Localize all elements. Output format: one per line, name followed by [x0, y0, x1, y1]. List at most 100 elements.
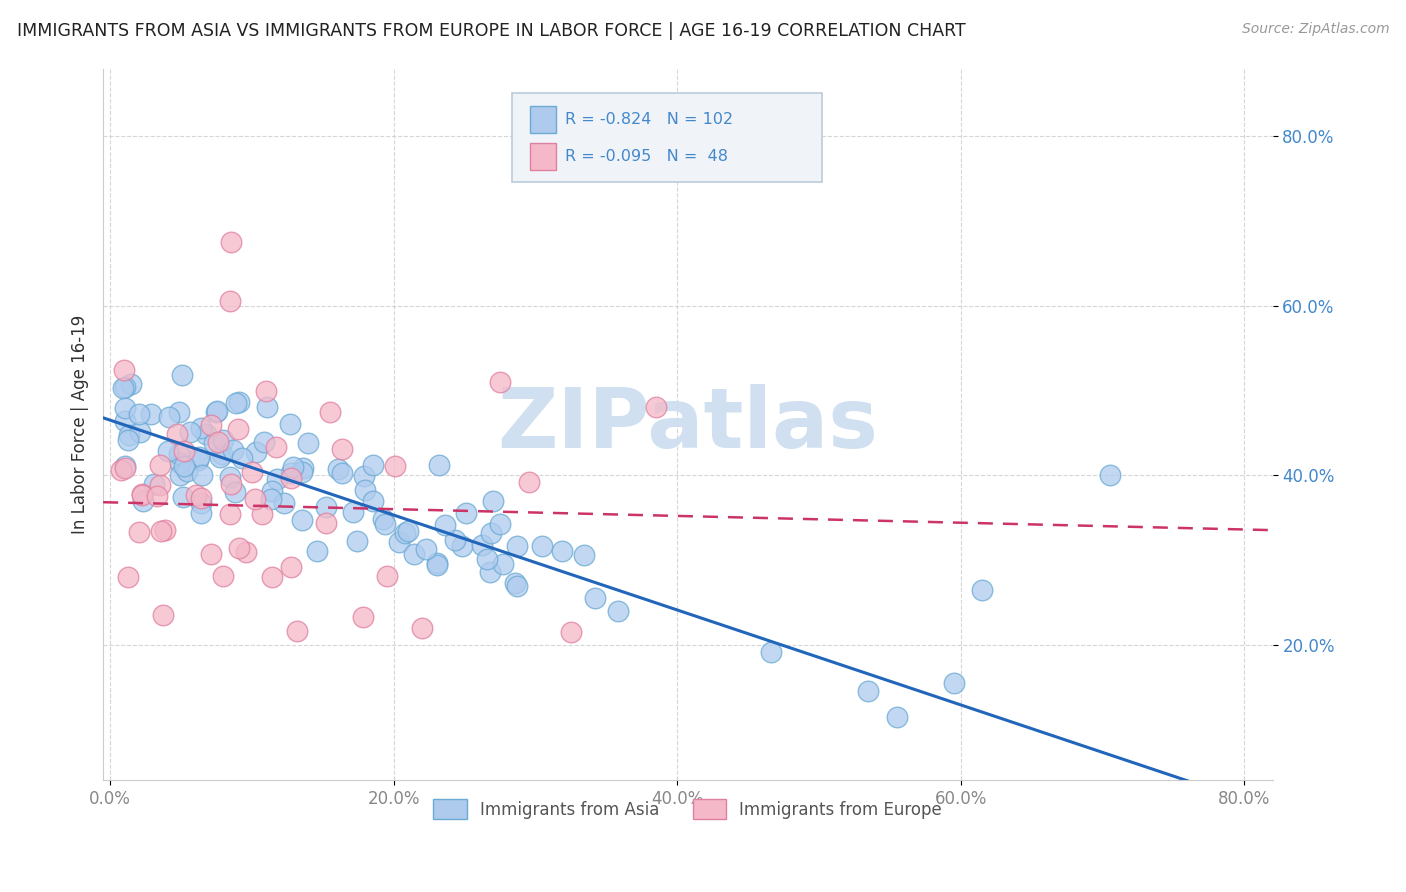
Point — [260, 484, 283, 499]
Point — [250, 508, 273, 522]
Point — [118, 428, 141, 442]
Point — [886, 710, 908, 724]
Point — [131, 487, 153, 501]
Point — [560, 625, 582, 640]
Point — [111, 381, 134, 395]
Point — [297, 435, 319, 450]
Point — [224, 484, 246, 499]
Point — [342, 505, 364, 519]
Point — [506, 579, 529, 593]
Point — [374, 517, 396, 532]
Point — [169, 446, 191, 460]
Point — [262, 570, 284, 584]
Point — [169, 467, 191, 482]
Point — [572, 549, 595, 563]
Point — [112, 363, 135, 377]
Point — [218, 507, 240, 521]
Point — [759, 645, 782, 659]
Point — [222, 443, 245, 458]
Point — [190, 506, 212, 520]
Point — [149, 478, 172, 492]
FancyBboxPatch shape — [512, 94, 823, 182]
Point — [264, 440, 287, 454]
Point — [219, 470, 242, 484]
Point — [149, 458, 172, 472]
Point — [202, 436, 225, 450]
Point — [492, 557, 515, 571]
Point — [426, 558, 449, 572]
Point — [402, 547, 425, 561]
Point — [319, 405, 342, 419]
Point — [315, 516, 337, 530]
Point — [942, 676, 965, 690]
Point — [205, 405, 228, 419]
Point — [150, 524, 173, 538]
Point — [219, 294, 242, 309]
Point — [190, 496, 212, 510]
Point — [157, 409, 180, 424]
Point — [292, 460, 315, 475]
Point — [328, 462, 350, 476]
Point — [256, 400, 278, 414]
Point — [489, 375, 512, 389]
Point — [517, 475, 540, 490]
Point — [285, 624, 308, 638]
Point — [211, 569, 233, 583]
Point — [117, 570, 139, 584]
Point — [207, 435, 229, 450]
Point — [454, 506, 477, 520]
Point — [131, 494, 153, 508]
Point — [607, 604, 630, 618]
Point — [191, 467, 214, 482]
Text: IMMIGRANTS FROM ASIA VS IMMIGRANTS FROM EUROPE IN LABOR FORCE | AGE 16-19 CORREL: IMMIGRANTS FROM ASIA VS IMMIGRANTS FROM … — [17, 22, 966, 40]
Point — [388, 535, 411, 549]
Point — [290, 513, 312, 527]
Point — [353, 483, 375, 497]
Point — [128, 407, 150, 421]
Point — [219, 476, 242, 491]
Point — [173, 444, 195, 458]
Point — [489, 516, 512, 531]
Point — [858, 684, 880, 698]
Point — [482, 493, 505, 508]
Point — [110, 463, 132, 477]
Point — [375, 568, 398, 582]
Point — [190, 420, 212, 434]
FancyBboxPatch shape — [530, 144, 555, 170]
Text: R = -0.095   N =  48: R = -0.095 N = 48 — [565, 149, 728, 164]
Point — [503, 576, 526, 591]
Point — [353, 468, 375, 483]
Point — [184, 488, 207, 502]
Point — [152, 607, 174, 622]
Point — [427, 458, 450, 473]
Point — [254, 384, 277, 398]
Point — [253, 435, 276, 450]
Legend: Immigrants from Asia, Immigrants from Europe: Immigrants from Asia, Immigrants from Eu… — [427, 793, 949, 825]
Point — [208, 450, 231, 464]
Point — [139, 407, 162, 421]
Point — [396, 524, 419, 538]
Point — [117, 433, 139, 447]
Point — [176, 464, 198, 478]
Point — [114, 461, 136, 475]
Point — [384, 459, 406, 474]
Point — [167, 405, 190, 419]
Text: ZIPatlas: ZIPatlas — [498, 384, 879, 465]
Point — [550, 543, 572, 558]
Point — [243, 492, 266, 507]
Point — [281, 459, 304, 474]
Point — [363, 458, 385, 473]
Point — [330, 466, 353, 480]
Point — [228, 395, 250, 409]
Point — [120, 376, 142, 391]
Point — [226, 422, 249, 436]
Point — [228, 541, 250, 555]
Point — [179, 425, 201, 439]
Point — [291, 465, 314, 479]
Point — [280, 466, 302, 480]
Point — [200, 417, 222, 432]
Point — [143, 476, 166, 491]
Point — [172, 490, 194, 504]
Point — [114, 380, 136, 394]
Point — [411, 621, 433, 635]
